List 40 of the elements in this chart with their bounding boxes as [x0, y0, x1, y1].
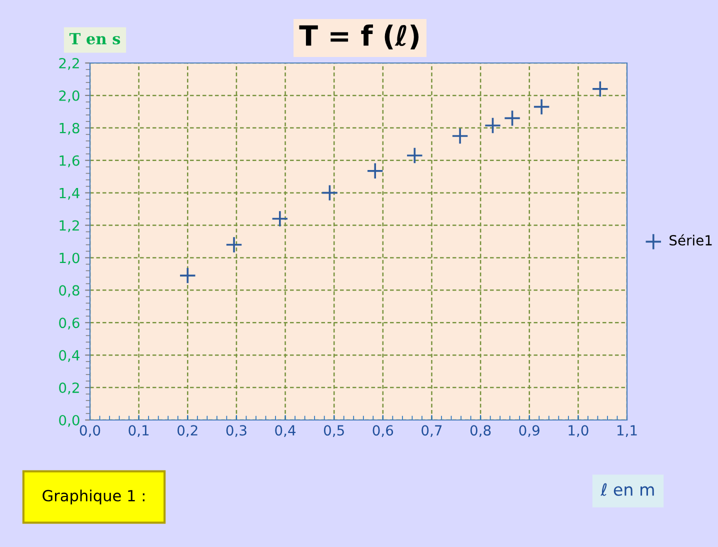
y-tick-label: 2,2	[59, 58, 79, 70]
y-tick-label: 0,6	[59, 318, 80, 330]
x-tick-label: 0,4	[275, 425, 296, 438]
y-tick-label: 0,0	[59, 414, 80, 427]
x-axis-title: ℓ en m	[600, 483, 654, 496]
x-tick-label: 0,9	[519, 425, 540, 438]
text: Graphique 1 :	[42, 490, 144, 504]
x-tick-label: 0,6	[372, 425, 394, 438]
x-tick-label: 0,2	[178, 425, 198, 438]
x-tick-label: 1,1	[617, 425, 637, 438]
x-tick-label: 0,0	[80, 425, 100, 438]
chart-title: T = f (ℓ)	[299, 24, 419, 50]
legend-label: Série1	[670, 234, 712, 246]
y-tick-label: 0,2	[59, 382, 79, 394]
point	[179, 267, 196, 284]
y-tick-label: 1,2	[60, 220, 79, 232]
point	[452, 128, 469, 145]
x-tick-label: 0,3	[226, 425, 246, 438]
x-tick-label: 0,7	[422, 425, 442, 438]
y-tick-label: 1,6	[60, 155, 80, 168]
point	[226, 236, 243, 254]
y-axis-title: T en s	[69, 33, 120, 44]
y-tick-label: 0,4	[59, 350, 80, 362]
x-tick-label: 0,1	[128, 425, 149, 438]
point	[533, 98, 550, 116]
y-tick-label: 1,4	[60, 188, 80, 200]
point	[366, 162, 384, 180]
y-tick-label: 2,0	[59, 90, 80, 102]
point	[592, 80, 609, 98]
point	[504, 110, 521, 127]
point	[321, 184, 338, 202]
y-tick-label: 1,8	[60, 122, 80, 135]
point	[484, 116, 502, 134]
x-tick-label: 1,0	[568, 425, 588, 438]
y-tick-label: 1,0	[60, 252, 80, 265]
point	[406, 146, 424, 164]
point	[271, 210, 288, 228]
x-tick-label: 0,8	[470, 425, 491, 438]
y-tick-label: 0,8	[59, 285, 80, 298]
x-tick-label: 0,5	[324, 425, 344, 438]
